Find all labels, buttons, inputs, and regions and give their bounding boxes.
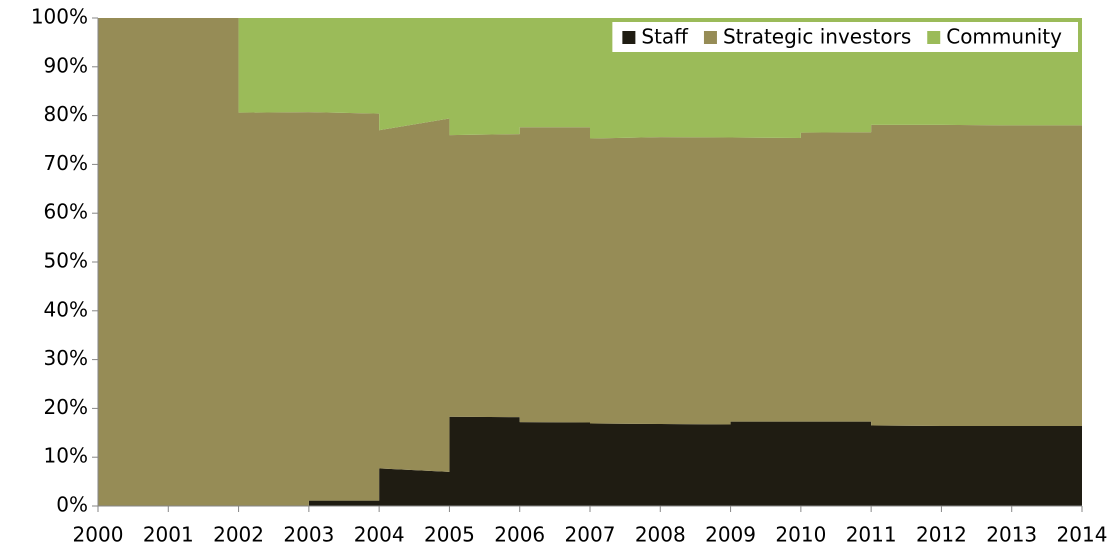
- y-tick-label: 100%: [31, 5, 88, 29]
- x-tick-label: 2003: [283, 523, 334, 547]
- legend-swatch: [703, 31, 717, 44]
- x-tick-label: 2012: [916, 523, 967, 547]
- x-tick-label: 2010: [775, 523, 826, 547]
- legend-label: Staff: [641, 25, 689, 49]
- y-tick-label: 80%: [44, 102, 88, 126]
- x-tick-label: 2009: [705, 523, 756, 547]
- x-tick-label: 2000: [73, 523, 124, 547]
- y-tick-label: 30%: [44, 346, 88, 370]
- y-tick-label: 60%: [44, 200, 88, 224]
- x-tick-label: 2006: [494, 523, 545, 547]
- x-tick-label: 2002: [213, 523, 264, 547]
- x-tick-label: 2005: [424, 523, 475, 547]
- legend-label: Strategic investors: [723, 25, 911, 49]
- x-tick-label: 2004: [354, 523, 405, 547]
- x-tick-label: 2013: [986, 523, 1037, 547]
- y-tick-label: 40%: [44, 297, 88, 321]
- y-tick-label: 70%: [44, 151, 88, 175]
- area: [98, 416, 1082, 506]
- legend-swatch: [622, 31, 636, 44]
- y-tick-label: 20%: [44, 395, 88, 419]
- y-tick-label: 0%: [56, 493, 88, 517]
- legend-swatch: [927, 31, 941, 44]
- x-tick-label: 2001: [143, 523, 194, 547]
- legend: Staff Strategic investors Community: [612, 22, 1078, 52]
- y-tick-label: 50%: [44, 249, 88, 273]
- area: [98, 18, 1082, 506]
- legend-label: Community: [946, 25, 1062, 49]
- x-tick-label: 2014: [1057, 523, 1108, 547]
- legend-box: [612, 22, 1078, 52]
- x-tick-label: 2011: [846, 523, 897, 547]
- y-tick-label: 10%: [44, 444, 88, 468]
- x-tick-label: 2008: [635, 523, 686, 547]
- y-tick-label: 90%: [44, 53, 88, 77]
- x-tick-label: 2007: [565, 523, 616, 547]
